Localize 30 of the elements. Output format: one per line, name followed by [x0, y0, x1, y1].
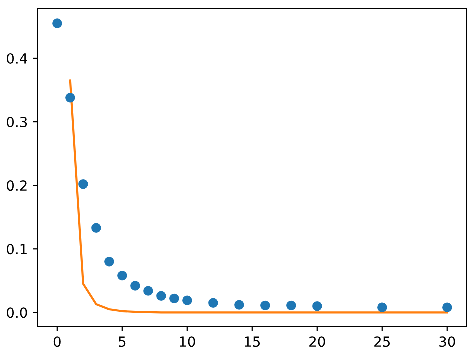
x-tick-label: 10: [180, 336, 196, 348]
point: [286, 300, 296, 311]
y-tick-label: 0.4: [7, 53, 28, 64]
point: [66, 93, 76, 103]
point: [130, 281, 140, 291]
point: [92, 223, 102, 234]
x-tick-label: 0: [54, 336, 61, 348]
x-tick-label: 15: [245, 336, 260, 348]
y-tick-label: 0.0: [7, 308, 28, 318]
point: [208, 298, 218, 308]
point: [118, 270, 128, 281]
point: [182, 296, 192, 306]
point: [78, 179, 88, 190]
point: [170, 294, 180, 304]
point: [442, 302, 452, 312]
x-tick-label: 30: [440, 336, 456, 348]
point: [312, 301, 322, 312]
x-tick-label: 20: [310, 336, 326, 348]
point: [260, 300, 270, 311]
point: [234, 300, 244, 310]
x-tick-label: 25: [374, 336, 390, 348]
point: [104, 256, 114, 267]
x-tick-label: 5: [119, 336, 126, 348]
point: [156, 291, 166, 302]
point: [144, 286, 154, 296]
point: [52, 18, 62, 28]
point: [378, 302, 388, 312]
y-tick-label: 0.3: [7, 117, 28, 128]
y-tick-label: 0.1: [7, 244, 27, 255]
y-tick-label: 0.2: [7, 180, 27, 192]
